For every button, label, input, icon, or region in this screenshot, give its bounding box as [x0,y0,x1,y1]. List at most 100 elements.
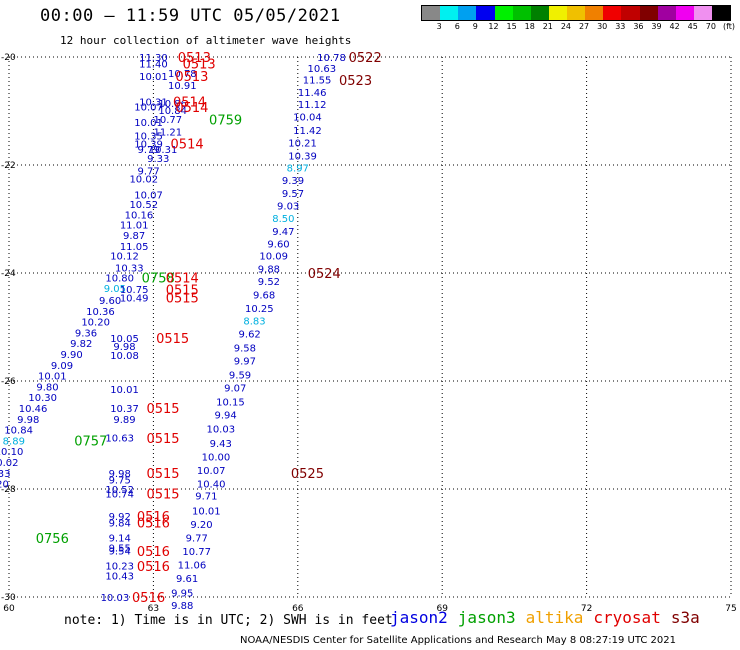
y-tick-label: -28 [1,485,16,495]
wave-height-label: 10.39 [134,139,163,150]
wave-height-label: 9.09 [51,361,73,372]
wave-height-label: 10.01 [192,507,221,518]
wave-height-label: 10.31 [149,145,178,156]
legend-swatch [639,6,658,20]
wave-height-label: 10.01 [139,72,168,83]
color-legend-bar [421,5,731,21]
grid-lines [8,56,732,598]
wave-height-label: 9.43 [210,439,232,450]
wave-height-label: 9.88 [258,265,280,276]
wave-height-label: 10.04 [293,112,322,123]
pass-time-label: 0514 [166,272,199,287]
wave-height-label: 9.82 [70,339,92,350]
pass-time-label: 0515 [166,292,199,307]
wave-height-label: 10.52 [129,200,158,211]
pass-time-label: 0523 [339,74,372,89]
legend-swatch [621,6,640,20]
pass-time-label: 0515 [146,488,179,503]
wave-height-label: 11.30 [139,53,168,64]
wave-height-label: 9.98 [109,469,131,480]
pass-time-label: 0514 [173,95,206,110]
wave-height-label: 9.95 [171,589,193,600]
wave-height-label: 10.63 [308,64,337,75]
page-title: 00:00 — 11:59 UTC 05/05/2021 [40,6,341,26]
wave-height-label: 10.49 [120,293,149,304]
legend-label: 24 [560,22,572,31]
wave-height-label: 11.42 [293,126,322,137]
wave-height-label: 9.87 [123,231,145,242]
wave-height-label: 9.77 [137,166,159,177]
wave-height-label: 10.01 [38,372,67,383]
pass-time-label: 0513 [175,70,208,85]
wave-height-label: 8.97 [287,164,309,175]
legend-swatch [585,6,604,20]
wave-height-label: 10.07 [197,466,226,477]
legend-label: 39 [651,22,662,31]
pass-time-labels: 0513051305130514051407590514052205230524… [36,51,382,606]
legend-swatch [693,6,712,20]
legend-label: 9 [472,22,478,31]
legend-label: 30 [597,22,608,31]
wave-height-label: 9.79 [137,145,159,156]
wave-height-label: 9.92 [109,512,131,523]
wave-height-label: 8.83 [243,317,265,328]
wave-height-label: 10.05 [110,334,139,345]
wave-height-label: 10.91 [168,81,197,92]
pass-time-label: 0759 [209,113,242,128]
legend-label: 42 [669,22,680,31]
wave-height-label: 11.01 [120,220,149,231]
pass-time-label: 0756 [36,532,69,547]
pass-time-label: 0516 [137,517,170,532]
pass-time-label: 0514 [171,138,204,153]
y-tick-label: -24 [1,269,16,279]
wave-height-label: 9.75 [109,475,131,486]
wave-height-label: 10.77 [182,547,211,558]
pass-time-label: 0515 [146,402,179,417]
pass-time-label: 0522 [349,51,382,66]
x-tick-label: 63 [148,604,159,614]
legend-label: 6 [454,22,460,31]
wave-height-label: 9.89 [113,415,135,426]
wave-height-label: 11.06 [178,561,207,572]
legend-swatch [712,6,731,20]
satellite-jason2: jason2 [390,608,448,627]
legend-swatch [458,6,477,20]
wave-height-label: 10.86 [158,99,187,110]
pass-time-label: 0524 [308,267,341,282]
wave-height-label: 10.46 [19,404,48,415]
wave-height-labels: 11.3011.4010.0110.8610.7810.9110.3110.07… [0,53,346,612]
wave-height-label: 9.33 [0,469,11,480]
wave-height-label: 10.78 [168,69,197,80]
wave-height-label: 9.60 [267,239,289,250]
legend-label: 21 [542,22,553,31]
credit-line: NOAA/NESDIS Center for Satellite Applica… [240,635,676,646]
wave-height-label: 10.84 [4,426,33,437]
wave-height-label: 10.25 [245,304,274,315]
wave-height-label: 9.97 [234,356,256,367]
wave-height-label: 9.60 [99,296,121,307]
wave-height-label: 10.02 [129,175,158,186]
wave-height-label: 9.05 [104,284,126,295]
wave-height-label: 9.98 [17,415,39,426]
satellite-cryosat: cryosat [593,608,661,627]
pass-time-label: 0757 [74,435,107,450]
x-tick-label: 60 [3,604,15,614]
wave-height-label: 10.21 [288,138,317,149]
pass-time-label: 0513 [183,58,216,73]
y-tick-label: -30 [1,593,16,603]
wave-height-label: 10.16 [125,211,154,222]
pass-time-label: 0516 [137,510,170,525]
wave-height-label: 10.36 [86,307,115,318]
wave-height-label: 9.71 [195,491,217,502]
satellite-legend: jason2 jason3 altika cryosat s3a [390,608,710,627]
pass-time-label: 0516 [132,591,165,606]
legend-swatch [476,6,495,20]
legend-label: (ft) [722,22,736,31]
pass-time-label: 0516 [137,545,170,560]
legend-swatch [422,6,441,20]
pass-time-label: 0514 [175,101,208,116]
wave-height-label: 10.03 [101,593,130,604]
pass-time-label: 0515 [146,467,179,482]
wave-height-label: 10.33 [115,264,144,275]
legend-swatch [675,6,694,20]
